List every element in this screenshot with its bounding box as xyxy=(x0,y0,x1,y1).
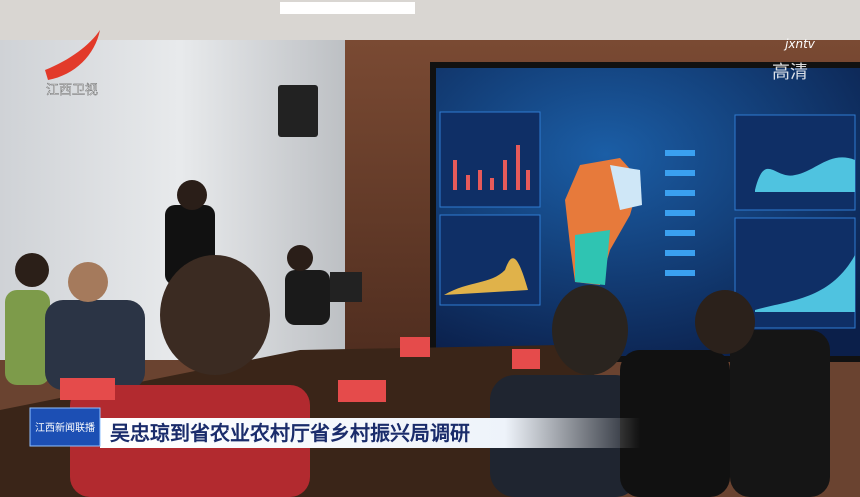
person xyxy=(285,270,330,325)
logo-text: 江西卫视 xyxy=(46,83,98,98)
name-plate xyxy=(338,380,386,402)
ceiling-light xyxy=(280,2,415,14)
chart-area xyxy=(444,258,528,295)
caption-text: 吴忠琼到省农业农村厅省乡村振兴局调研 xyxy=(110,421,470,445)
head xyxy=(15,253,49,287)
ceiling xyxy=(0,0,860,40)
map-region xyxy=(610,165,642,210)
list-rows xyxy=(665,150,695,276)
name-plate xyxy=(512,349,540,369)
name-plate xyxy=(400,337,430,357)
chart-area xyxy=(755,157,855,192)
panel xyxy=(439,111,541,208)
caption-badge-text: 江西新闻联播 xyxy=(35,421,95,434)
chair xyxy=(730,330,830,497)
person xyxy=(5,290,50,385)
caption-bar xyxy=(100,418,640,448)
head xyxy=(552,285,628,375)
logo-mark xyxy=(45,30,100,80)
display-screen xyxy=(430,62,860,362)
person xyxy=(45,300,145,390)
head xyxy=(695,290,755,354)
speaker xyxy=(278,85,318,137)
watermark-brand: jxntv xyxy=(783,37,816,51)
map-region xyxy=(575,230,610,285)
head xyxy=(287,245,313,271)
watermark-quality: 高清 xyxy=(772,62,808,83)
chart-bars xyxy=(453,145,530,190)
chart-area xyxy=(755,255,855,312)
laptop xyxy=(330,272,362,302)
chair xyxy=(620,350,730,497)
name-plate xyxy=(60,378,115,400)
caption-badge xyxy=(29,407,101,447)
head xyxy=(68,262,108,302)
head xyxy=(177,180,207,210)
head xyxy=(160,255,270,375)
